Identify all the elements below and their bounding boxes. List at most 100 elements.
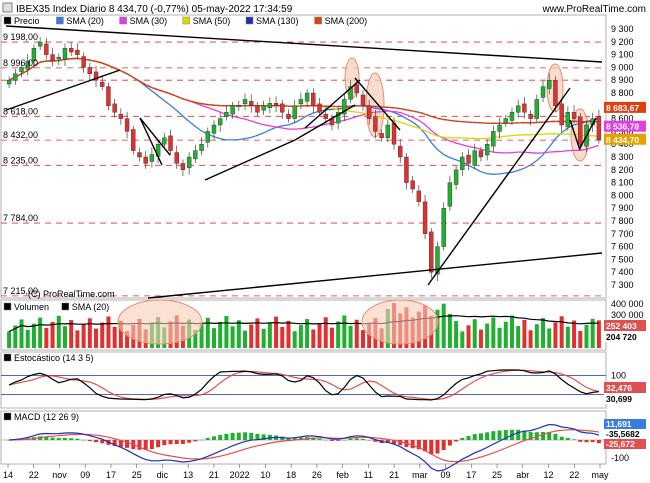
candle-body bbox=[44, 43, 49, 55]
trend-line bbox=[204, 139, 296, 181]
volume-bar bbox=[298, 325, 303, 348]
x-tick-label: 14 bbox=[3, 470, 13, 480]
volume-bar bbox=[541, 318, 546, 348]
candle-body bbox=[124, 118, 130, 132]
chart-title: IBEX35 Index Diario 8 434,70 (-0,77%) 05… bbox=[16, 4, 293, 15]
macd-histogram-bar bbox=[572, 439, 577, 440]
macd-signal-line bbox=[9, 428, 599, 463]
macd-histogram-bar bbox=[317, 438, 322, 440]
macd-histogram-bar bbox=[236, 432, 241, 440]
volume-tick-label: 400 000 bbox=[611, 299, 644, 309]
volume-bar bbox=[596, 320, 601, 348]
legend-swatch bbox=[3, 16, 12, 25]
volume-bar bbox=[360, 330, 365, 348]
macd-histogram-bar bbox=[100, 440, 105, 444]
volume-bar bbox=[249, 324, 254, 348]
volume-bar bbox=[274, 316, 279, 348]
candle-body bbox=[528, 113, 533, 119]
trend-line bbox=[147, 252, 603, 299]
volume-bar bbox=[69, 320, 74, 348]
volume-bar bbox=[336, 321, 341, 348]
candle-body bbox=[547, 79, 552, 89]
value-badge bbox=[604, 419, 646, 429]
macd-histogram-bar bbox=[255, 433, 260, 440]
legend-label: SMA (20) bbox=[66, 16, 104, 26]
volume-bar bbox=[44, 327, 49, 348]
volume-bar bbox=[112, 326, 117, 348]
volume-bar bbox=[218, 322, 223, 348]
macd-histogram-bar bbox=[75, 438, 80, 440]
candle-body bbox=[230, 105, 235, 115]
candle-body bbox=[261, 105, 266, 111]
price-tick-label: 7 700 bbox=[611, 229, 634, 239]
candle-body bbox=[56, 56, 61, 60]
x-tick-label: 11 bbox=[364, 470, 373, 480]
macd-histogram-bar bbox=[211, 436, 216, 440]
legend-swatch bbox=[56, 16, 64, 25]
candle-body bbox=[180, 163, 186, 170]
macd-histogram-bar bbox=[559, 436, 564, 440]
macd-histogram-bar bbox=[354, 438, 359, 440]
value-badge bbox=[604, 393, 646, 404]
trend-line bbox=[139, 117, 163, 166]
x-tick-label: abr bbox=[516, 470, 529, 480]
candle-body bbox=[540, 86, 546, 98]
macd-histogram-bar bbox=[311, 437, 316, 440]
volume-bar bbox=[367, 324, 372, 348]
volume-bar bbox=[447, 313, 452, 348]
macd-histogram-bar bbox=[472, 434, 477, 440]
value-badge bbox=[604, 331, 646, 342]
x-tick-label: 21 bbox=[209, 470, 219, 480]
legend-label: Estocástico (14 3 5) bbox=[14, 353, 94, 363]
level-label: 8 996,00 bbox=[3, 58, 38, 68]
value-badge bbox=[604, 120, 646, 132]
candle-body bbox=[559, 103, 564, 126]
stoch-k-line bbox=[8, 369, 599, 401]
macd-histogram-bar bbox=[174, 440, 179, 445]
value-badge-label: 30,699 bbox=[606, 394, 632, 404]
candle-body bbox=[379, 133, 384, 139]
candle-body bbox=[404, 156, 409, 183]
volume-bar bbox=[578, 330, 583, 348]
macd-histogram-bar bbox=[348, 438, 353, 440]
sma-200-line bbox=[8, 57, 599, 124]
volume-bar bbox=[466, 325, 471, 348]
candle-body bbox=[255, 105, 260, 113]
volume-bar bbox=[491, 317, 496, 348]
candle-body bbox=[199, 143, 204, 151]
x-tick-label: 21 bbox=[389, 470, 399, 480]
volume-bar bbox=[211, 328, 216, 348]
macd-histogram-bar bbox=[162, 440, 167, 446]
macd-histogram-bar bbox=[149, 440, 154, 449]
trend-line bbox=[294, 104, 356, 141]
source-label: www.ProRealTime.com bbox=[541, 4, 646, 15]
candle-body bbox=[360, 94, 366, 106]
candle-body bbox=[19, 67, 24, 73]
volume-bar bbox=[503, 321, 508, 348]
value-badge-label: 252 403 bbox=[606, 321, 637, 331]
menu-icon[interactable] bbox=[2, 2, 13, 13]
candle-body bbox=[335, 111, 341, 124]
volume-bar bbox=[342, 315, 347, 348]
value-badge bbox=[604, 320, 646, 331]
x-tick-label: 17 bbox=[106, 470, 116, 480]
volume-bar bbox=[329, 327, 334, 348]
legend-swatch bbox=[3, 353, 12, 362]
x-tick-label: feb bbox=[336, 470, 349, 480]
price-tick-label: 8 800 bbox=[611, 88, 634, 98]
macd-histogram-bar bbox=[193, 440, 198, 442]
macd-histogram-bar bbox=[466, 435, 471, 440]
x-tick-label: may bbox=[591, 470, 609, 480]
candle-body bbox=[137, 152, 142, 158]
candle-body bbox=[131, 129, 136, 151]
volume-bar bbox=[56, 315, 61, 348]
volume-bar bbox=[323, 317, 328, 348]
level-label: 7 784,00 bbox=[3, 213, 38, 223]
macd-histogram-bar bbox=[50, 437, 55, 440]
volume-bar bbox=[590, 318, 595, 348]
candle-body bbox=[534, 99, 540, 119]
candle-body bbox=[87, 67, 93, 75]
candle-body bbox=[118, 113, 124, 119]
macd-histogram-bar bbox=[218, 434, 223, 440]
